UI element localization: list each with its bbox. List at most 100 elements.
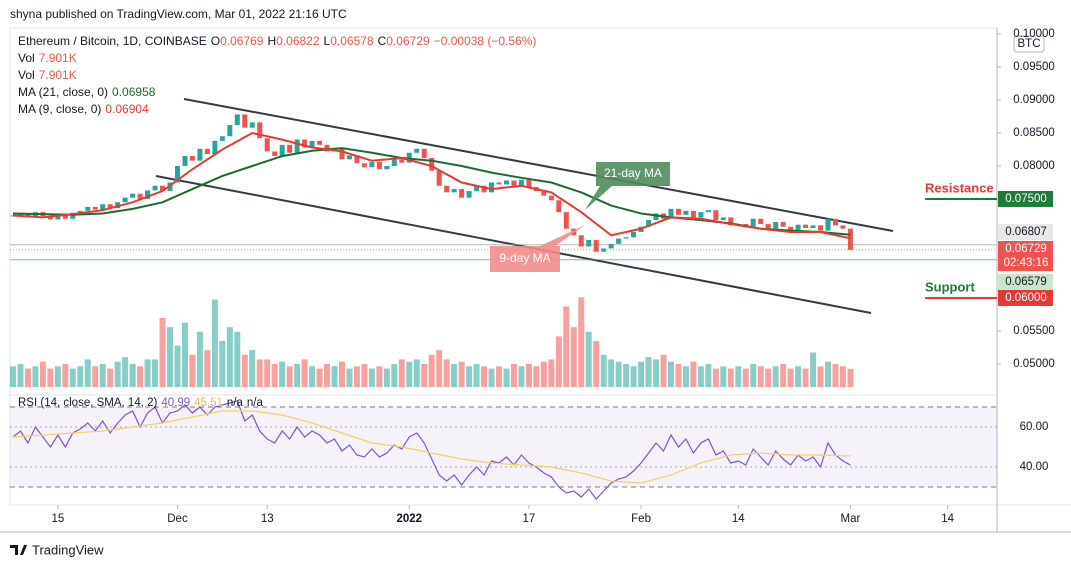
candle-body xyxy=(608,243,614,249)
volume-bar xyxy=(286,366,293,387)
volume-bar xyxy=(593,340,600,387)
x-tick-label: 15 xyxy=(51,513,64,525)
candle-body xyxy=(825,218,831,231)
volume-bar xyxy=(682,366,689,387)
candle-body xyxy=(713,210,719,221)
candle-body xyxy=(683,210,689,215)
candle-body xyxy=(623,237,629,239)
rsi-sma-value: 45.51 xyxy=(194,397,223,409)
volume-bar xyxy=(638,361,645,387)
volume-bar xyxy=(376,366,383,387)
vol-value: 7.901K xyxy=(39,68,77,82)
candle-body xyxy=(62,214,68,219)
volume-bar xyxy=(735,366,742,387)
volume-bar xyxy=(294,363,301,387)
volume-bar xyxy=(368,368,375,387)
candle-body xyxy=(548,195,554,201)
x-tick-label: 17 xyxy=(523,513,536,525)
level-box xyxy=(998,190,1053,207)
candle-body xyxy=(92,206,98,210)
volume-bar xyxy=(503,368,510,387)
candle-body xyxy=(279,144,285,157)
candle-body xyxy=(832,218,838,226)
y-tick-label: 0.08500 xyxy=(1013,127,1055,139)
y-tick-label: 0.10000 xyxy=(1013,28,1055,40)
volume-bar xyxy=(832,363,839,387)
volume-bar xyxy=(705,363,712,387)
volume-bar xyxy=(69,368,76,387)
rsi-sma-line xyxy=(12,410,851,484)
volume-bar xyxy=(316,368,323,387)
volume-bar xyxy=(383,368,390,387)
candle-body xyxy=(803,224,809,229)
volume-bar xyxy=(107,368,114,387)
y-tick-label: 0.05000 xyxy=(1013,358,1055,370)
candle-body xyxy=(474,185,480,192)
candle-body xyxy=(750,218,756,227)
candle-body xyxy=(182,156,188,166)
candle-body xyxy=(107,204,113,209)
candle-body xyxy=(466,191,472,198)
volume-bar xyxy=(488,368,495,387)
volume-bar xyxy=(570,327,577,387)
volume-bar xyxy=(279,361,286,387)
candle-body xyxy=(287,144,293,153)
candle-body xyxy=(47,216,53,220)
candle-body xyxy=(242,114,248,128)
published: shyna published on TradingView.com, Mar … xyxy=(10,7,347,21)
candle-body xyxy=(451,189,457,193)
volume-bar xyxy=(353,366,360,387)
series-layer xyxy=(9,114,997,500)
volume-bar xyxy=(413,359,420,387)
volume-bar xyxy=(436,350,443,387)
rsi-tick-label: 40.00 xyxy=(1020,461,1049,473)
x-tick-label: Dec xyxy=(167,513,188,525)
candle-body xyxy=(429,158,435,171)
candle-body xyxy=(810,225,816,229)
candle-body xyxy=(698,212,704,218)
rsi-legend: RSI (14, close, SMA, 14, 2) 40.99 45.51 n/a… xyxy=(18,397,263,409)
level-name: Resistance xyxy=(925,180,994,195)
volume-bar xyxy=(817,366,824,387)
candle-body xyxy=(421,148,427,159)
volume-bar xyxy=(159,317,166,387)
volume-bar xyxy=(765,368,772,387)
level-label: 0.07500 xyxy=(1005,193,1047,205)
rsi-value: 40.99 xyxy=(161,397,190,409)
volume-bar xyxy=(122,357,129,387)
volume-bar xyxy=(54,366,61,387)
rsi-line xyxy=(12,400,851,500)
volume-bar xyxy=(196,331,203,387)
candle-body xyxy=(152,185,158,191)
candle-body xyxy=(354,155,360,164)
volume-bar xyxy=(114,361,121,387)
volume-bar xyxy=(137,366,144,387)
candle-body xyxy=(795,224,801,230)
candle-body xyxy=(160,185,166,192)
volume-bar xyxy=(720,366,727,387)
callout-21 xyxy=(585,162,670,210)
volume-bar xyxy=(271,363,278,387)
y-tick-label: 0.05500 xyxy=(1013,325,1055,337)
candle-body xyxy=(227,125,233,137)
ma-line xyxy=(12,131,851,240)
price-label: 0.06579 xyxy=(1005,276,1047,288)
candle-body xyxy=(204,148,210,155)
symbol: Ethereum / Bitcoin, 1D, COINBASE xyxy=(18,34,207,48)
volume-bar xyxy=(338,361,345,387)
candle-body xyxy=(788,226,794,230)
candle-body xyxy=(77,210,83,213)
rsi-na: n/a xyxy=(247,397,264,409)
volume-bar xyxy=(226,327,233,387)
candle-body xyxy=(294,139,300,153)
volume-bar xyxy=(99,363,106,387)
candle-body xyxy=(391,159,397,166)
candle-body xyxy=(174,165,180,183)
candle-body xyxy=(690,210,696,218)
currency: BTC xyxy=(1018,38,1041,50)
candle-body xyxy=(197,148,203,161)
volume-bar xyxy=(653,359,660,387)
candle-body xyxy=(212,140,218,155)
